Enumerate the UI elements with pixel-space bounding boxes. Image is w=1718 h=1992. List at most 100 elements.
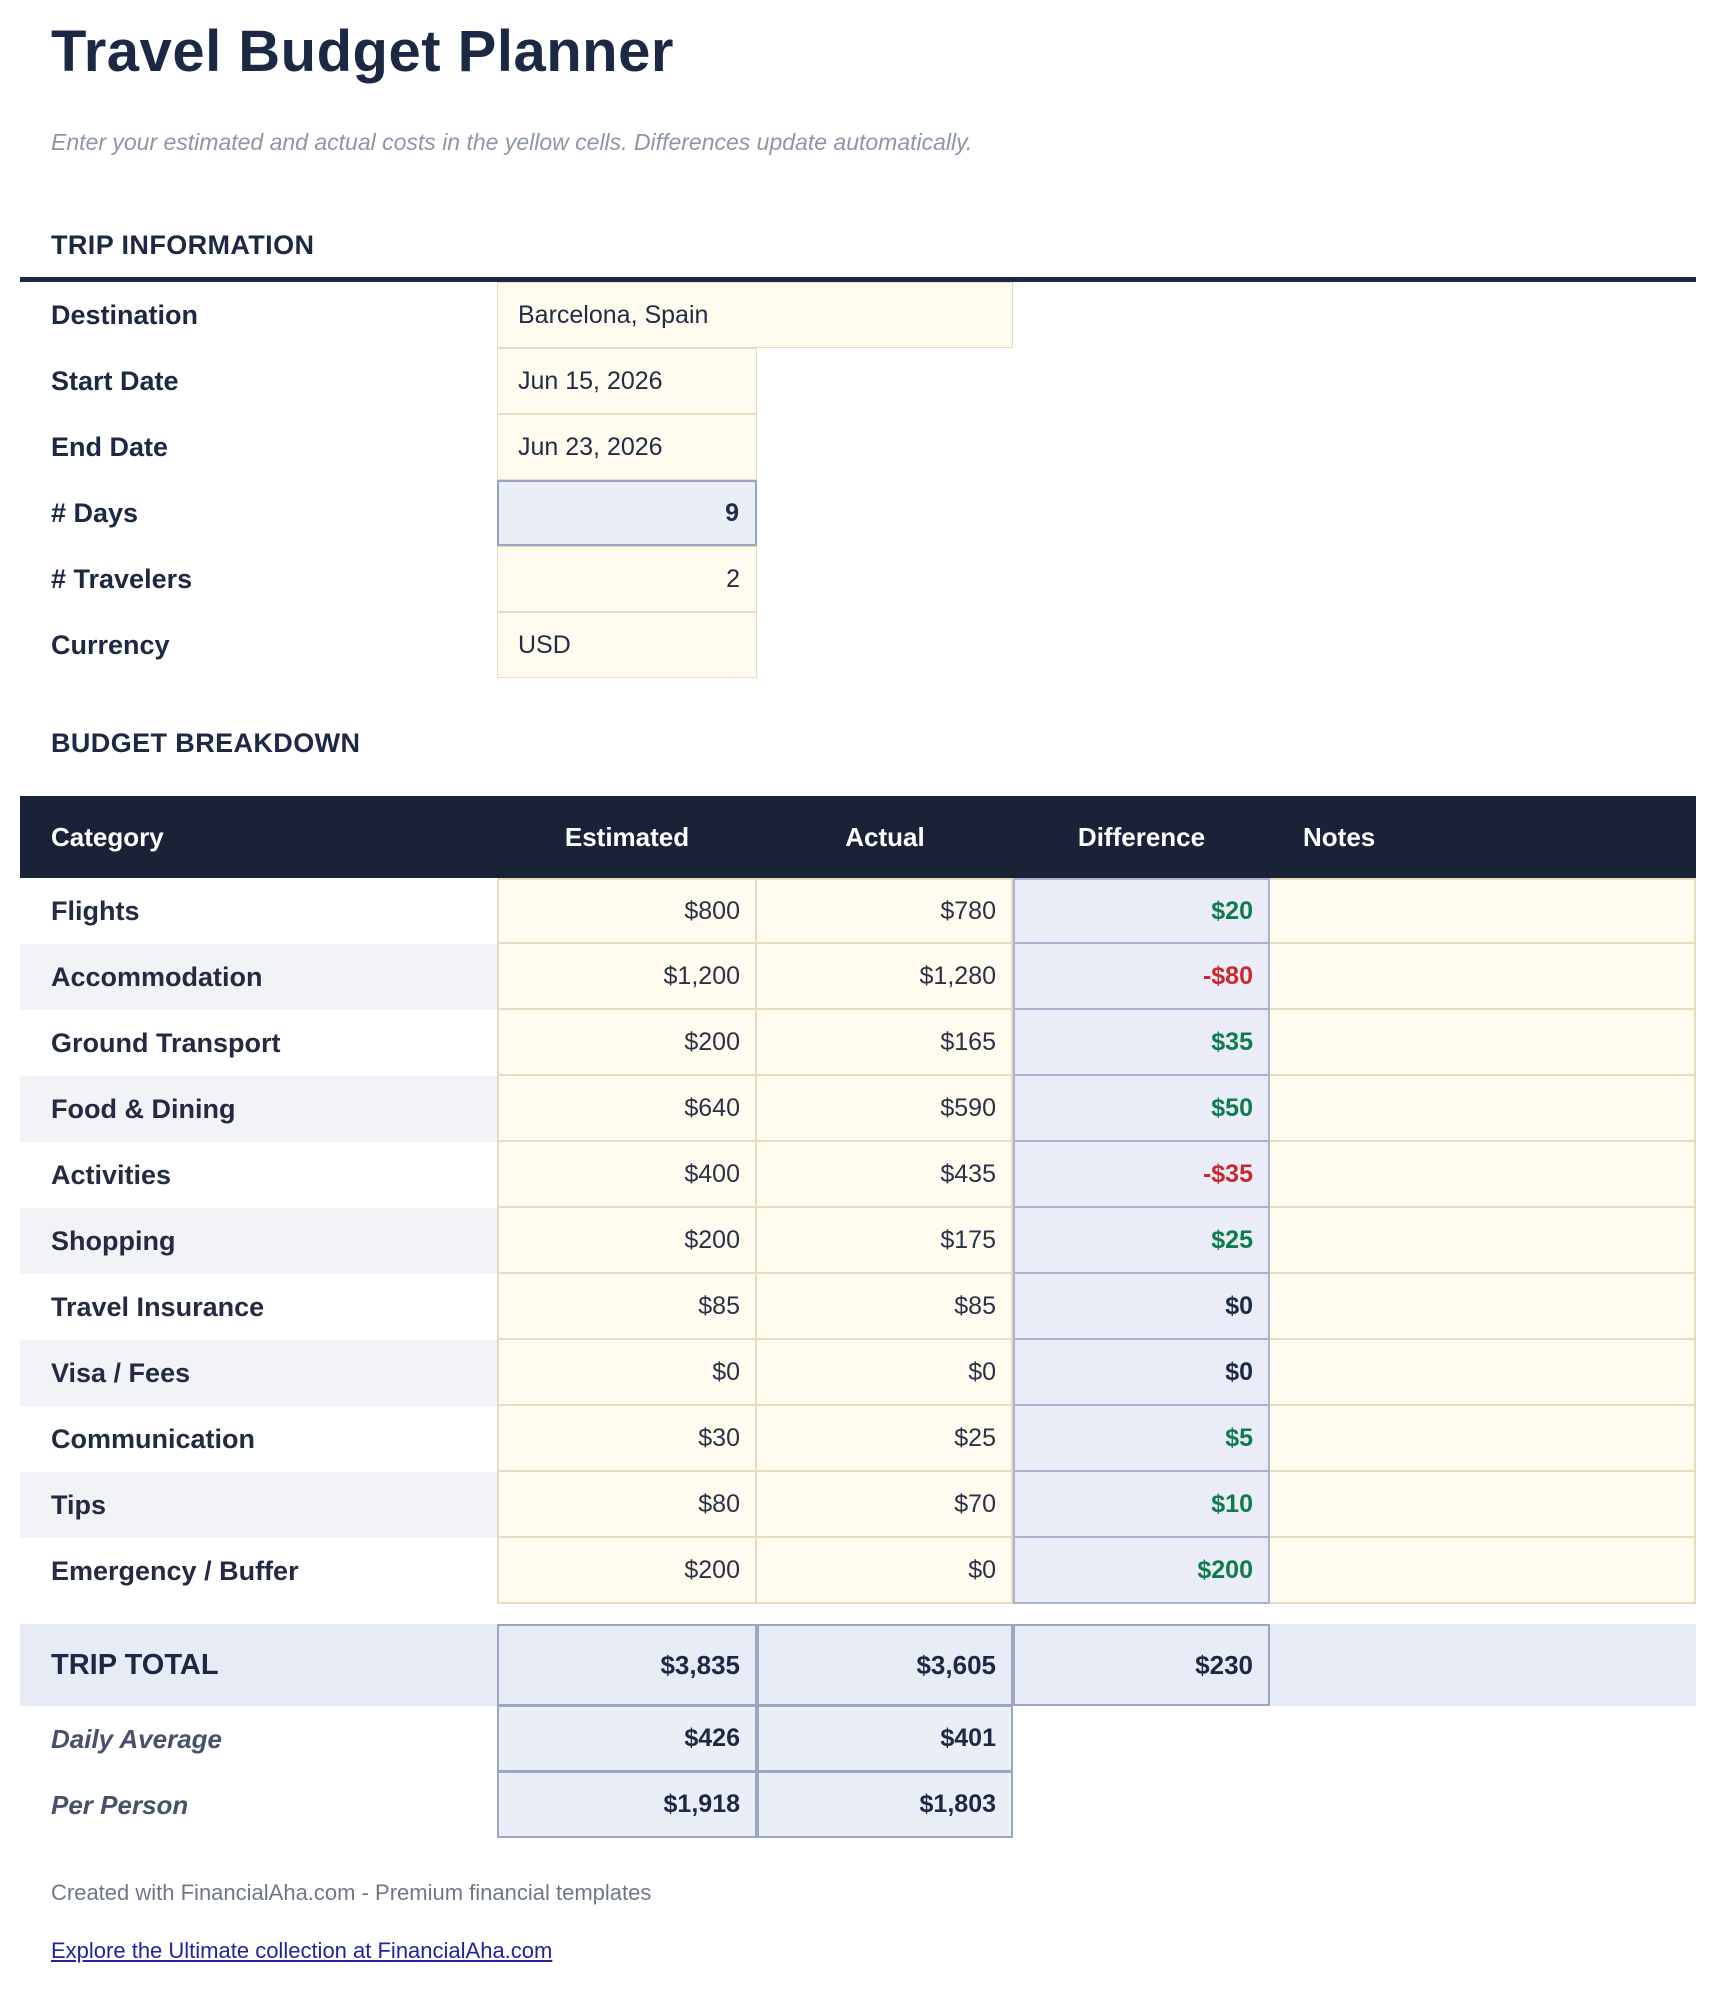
table-row: Activities $400 $435 -$35 bbox=[20, 1142, 1696, 1208]
notes-cell[interactable] bbox=[1270, 1076, 1696, 1142]
difference-cell: $10 bbox=[1013, 1472, 1270, 1538]
estimated-cell[interactable]: $200 bbox=[497, 1538, 757, 1604]
table-row: Visa / Fees $0 $0 $0 bbox=[20, 1340, 1696, 1406]
actual-cell[interactable]: $590 bbox=[757, 1076, 1013, 1142]
table-row: Accommodation $1,200 $1,280 -$80 bbox=[20, 944, 1696, 1010]
difference-cell: -$35 bbox=[1013, 1142, 1270, 1208]
actual-cell[interactable]: $780 bbox=[757, 878, 1013, 944]
travelers-label: # Travelers bbox=[51, 563, 193, 594]
travelers-field[interactable]: 2 bbox=[497, 546, 757, 612]
notes-cell[interactable] bbox=[1270, 878, 1696, 944]
actual-cell[interactable]: $175 bbox=[757, 1208, 1013, 1274]
actual-cell[interactable]: $70 bbox=[757, 1472, 1013, 1538]
table-row: Emergency / Buffer $200 $0 $200 bbox=[20, 1538, 1696, 1604]
actual-cell[interactable]: $1,280 bbox=[757, 944, 1013, 1010]
notes-cell[interactable] bbox=[1270, 944, 1696, 1010]
notes-cell[interactable] bbox=[1270, 1472, 1696, 1538]
column-header-notes: Notes bbox=[1303, 821, 1376, 852]
section-divider bbox=[20, 277, 1696, 282]
start-date-field[interactable]: Jun 15, 2026 bbox=[497, 348, 757, 414]
estimated-cell[interactable]: $640 bbox=[497, 1076, 757, 1142]
column-header-estimated: Estimated bbox=[564, 821, 690, 852]
trip-total-row: TRIP TOTAL $3,835 $3,605 $230 bbox=[20, 1624, 1696, 1706]
table-spacer bbox=[20, 1604, 1696, 1624]
empty-cell bbox=[1270, 1772, 1696, 1838]
daily-average-row: Daily Average $426 $401 bbox=[20, 1706, 1696, 1772]
footer-credit: Created with FinancialAha.com - Premium … bbox=[51, 1880, 652, 1905]
trip-total-actual: $3,605 bbox=[757, 1624, 1013, 1706]
difference-cell: $200 bbox=[1013, 1538, 1270, 1604]
trip-total-label: TRIP TOTAL bbox=[51, 1648, 219, 1681]
per-person-row: Per Person $1,918 $1,803 bbox=[20, 1772, 1696, 1838]
trip-info-table: Destination Barcelona, Spain Start Date … bbox=[20, 282, 1696, 678]
budget-table-header: Category Estimated Actual Difference Not… bbox=[20, 796, 1696, 878]
table-row: Communication $30 $25 $5 bbox=[20, 1406, 1696, 1472]
actual-cell[interactable]: $435 bbox=[757, 1142, 1013, 1208]
actual-cell[interactable]: $0 bbox=[757, 1340, 1013, 1406]
notes-cell[interactable] bbox=[1270, 1274, 1696, 1340]
budget-breakdown-heading: BUDGET BREAKDOWN bbox=[51, 728, 361, 758]
column-header-actual: Actual bbox=[845, 821, 925, 852]
actual-cell[interactable]: $85 bbox=[757, 1274, 1013, 1340]
page-subtitle: Enter your estimated and actual costs in… bbox=[51, 129, 973, 155]
currency-field[interactable]: USD bbox=[497, 612, 757, 678]
category-cell: Activities bbox=[51, 1159, 172, 1190]
category-cell: Flights bbox=[51, 895, 140, 926]
per-person-label: Per Person bbox=[51, 1789, 189, 1820]
estimated-cell[interactable]: $1,200 bbox=[497, 944, 757, 1010]
category-cell: Travel Insurance bbox=[51, 1291, 265, 1322]
end-date-field[interactable]: Jun 23, 2026 bbox=[497, 414, 757, 480]
column-header-category: Category bbox=[51, 821, 164, 852]
category-cell: Communication bbox=[51, 1423, 256, 1454]
difference-cell: $5 bbox=[1013, 1406, 1270, 1472]
budget-table: Category Estimated Actual Difference Not… bbox=[20, 796, 1696, 1838]
notes-cell[interactable] bbox=[1270, 1406, 1696, 1472]
trip-row-currency: Currency USD bbox=[20, 612, 1696, 678]
estimated-cell[interactable]: $200 bbox=[497, 1010, 757, 1076]
daily-average-actual: $401 bbox=[757, 1706, 1013, 1772]
column-header-difference: Difference bbox=[1077, 821, 1206, 852]
per-person-actual: $1,803 bbox=[757, 1772, 1013, 1838]
financialaha-link[interactable]: Explore the Ultimate collection at Finan… bbox=[51, 1938, 553, 1963]
actual-cell[interactable]: $165 bbox=[757, 1010, 1013, 1076]
difference-cell: $35 bbox=[1013, 1010, 1270, 1076]
estimated-cell[interactable]: $80 bbox=[497, 1472, 757, 1538]
table-row: Ground Transport $200 $165 $35 bbox=[20, 1010, 1696, 1076]
end-date-label: End Date bbox=[51, 431, 169, 462]
difference-cell: $20 bbox=[1013, 878, 1270, 944]
estimated-cell[interactable]: $85 bbox=[497, 1274, 757, 1340]
category-cell: Ground Transport bbox=[51, 1027, 281, 1058]
notes-cell[interactable] bbox=[1270, 1208, 1696, 1274]
trip-row-travelers: # Travelers 2 bbox=[20, 546, 1696, 612]
actual-cell[interactable]: $25 bbox=[757, 1406, 1013, 1472]
difference-cell: $0 bbox=[1013, 1274, 1270, 1340]
estimated-cell[interactable]: $800 bbox=[497, 878, 757, 944]
days-label: # Days bbox=[51, 497, 139, 528]
notes-cell[interactable] bbox=[1270, 1340, 1696, 1406]
trip-row-destination: Destination Barcelona, Spain bbox=[20, 282, 1696, 348]
trip-total-notes-area bbox=[1270, 1624, 1696, 1706]
notes-cell[interactable] bbox=[1270, 1010, 1696, 1076]
difference-cell: $50 bbox=[1013, 1076, 1270, 1142]
destination-field[interactable]: Barcelona, Spain bbox=[497, 282, 1013, 348]
estimated-cell[interactable]: $0 bbox=[497, 1340, 757, 1406]
category-cell: Food & Dining bbox=[20, 1076, 497, 1142]
table-row: Shopping $200 $175 $25 bbox=[20, 1208, 1696, 1274]
estimated-cell[interactable]: $30 bbox=[497, 1406, 757, 1472]
category-cell: Visa / Fees bbox=[20, 1340, 497, 1406]
empty-cell bbox=[1270, 1706, 1696, 1772]
actual-cell[interactable]: $0 bbox=[757, 1538, 1013, 1604]
trip-row-end-date: End Date Jun 23, 2026 bbox=[20, 414, 1696, 480]
currency-label: Currency bbox=[51, 629, 170, 660]
empty-cell bbox=[1013, 1772, 1270, 1838]
category-cell: Shopping bbox=[20, 1208, 497, 1274]
notes-cell[interactable] bbox=[1270, 1142, 1696, 1208]
difference-cell: $0 bbox=[1013, 1340, 1270, 1406]
notes-cell[interactable] bbox=[1270, 1538, 1696, 1604]
trip-row-start-date: Start Date Jun 15, 2026 bbox=[20, 348, 1696, 414]
estimated-cell[interactable]: $200 bbox=[497, 1208, 757, 1274]
estimated-cell[interactable]: $400 bbox=[497, 1142, 757, 1208]
table-row: Food & Dining $640 $590 $50 bbox=[20, 1076, 1696, 1142]
table-row: Tips $80 $70 $10 bbox=[20, 1472, 1696, 1538]
